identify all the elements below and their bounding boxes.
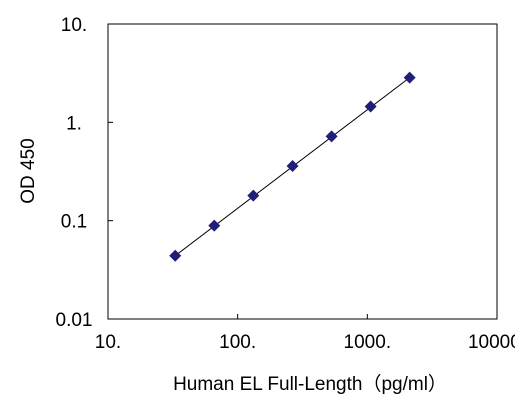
- x-tick-label: 1000.: [344, 332, 392, 353]
- x-tick-label: 10.: [95, 332, 121, 353]
- y-axis-title: OD 450: [18, 138, 39, 203]
- data-point: [364, 100, 377, 113]
- y-tick-label: 0.01: [56, 310, 93, 331]
- data-point: [247, 189, 260, 202]
- axis-ticks: [107, 23, 498, 320]
- plot-area: [107, 23, 498, 320]
- y-tick-label: 10.: [61, 15, 87, 36]
- x-axis-title: Human EL Full-Length（pg/ml）: [173, 373, 447, 395]
- data-point: [325, 130, 338, 143]
- x-tick-label: 100.: [219, 332, 256, 353]
- y-tick-label: 0.1: [61, 212, 87, 233]
- data-points: [169, 71, 416, 262]
- data-point: [286, 159, 299, 172]
- data-point: [403, 71, 416, 84]
- y-tick-label: 1.: [66, 113, 82, 134]
- data-point: [169, 249, 182, 262]
- data-point: [208, 219, 221, 232]
